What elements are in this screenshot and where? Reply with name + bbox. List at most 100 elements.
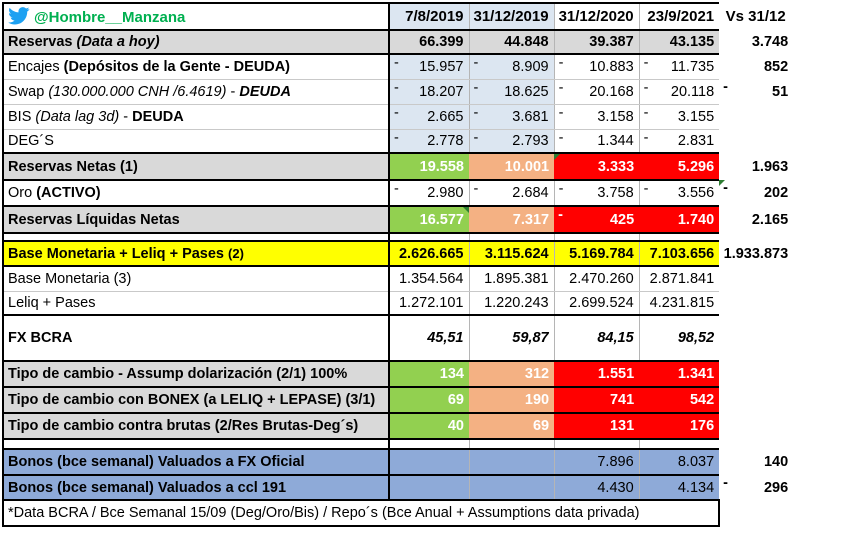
cell-value: 131	[554, 412, 640, 440]
handle-cell: @Hombre__Manzana	[2, 2, 390, 31]
cell-value: 7.317	[469, 205, 555, 234]
row-swap: Swap (130.000.000 CNH /6.4619) - DEUDA -…	[2, 79, 794, 105]
cell-comment-marker	[719, 180, 726, 186]
row-reservas-liquidas: Reservas Líquidas Netas 16.577 7.317 -42…	[2, 205, 794, 234]
cell-value: 10.001	[469, 152, 555, 181]
cell-value: 1.220.243	[468, 291, 555, 315]
cell-value: -8.909	[468, 54, 555, 80]
minus-sign: -	[473, 79, 479, 96]
cell-value: 69	[469, 412, 555, 440]
cell-value: -3.681	[468, 104, 555, 130]
cell-value: 16.577	[389, 205, 469, 234]
row-label: DEG´S	[2, 129, 390, 153]
row-encajes: Encajes (Depósitos de la Gente - DEUDA) …	[2, 54, 794, 80]
row-label: Swap (130.000.000 CNH /6.4619) - DEUDA	[2, 79, 390, 105]
cell-value: -20.168	[553, 79, 640, 105]
row-bonos-ccl: Bonos (bce semanal) Valuados a ccl 191 4…	[2, 474, 794, 501]
cell-value: -2.980	[394, 181, 464, 201]
cell-value: -3.155	[638, 104, 720, 130]
cell-value: 98,52	[638, 324, 720, 351]
header-vs: Vs 31/12	[725, 7, 786, 25]
spacer-row	[2, 233, 794, 241]
row-bis: BIS (Data lag 3d) - DEUDA -2.665 -3.681 …	[2, 104, 794, 130]
cell-value: -11.735	[638, 54, 720, 80]
cell-change	[719, 324, 794, 351]
minus-sign: -	[643, 79, 649, 96]
minus-sign: -	[643, 104, 649, 121]
cell-value: -2.684	[468, 180, 555, 206]
author-handle: @Hombre__Manzana	[34, 9, 186, 26]
minus-sign: -	[558, 79, 564, 96]
row-label: FX BCRA	[2, 324, 390, 351]
cell-change	[719, 361, 794, 387]
cell-value: 2.699.524	[553, 291, 640, 315]
row-label: Bonos (bce semanal) Valuados a FX Oficia…	[2, 448, 390, 475]
row-base-total: Base Monetaria + Leliq + Pases (2) 2.626…	[2, 240, 794, 267]
row-tc-dolarizacion: Tipo de cambio - Assump dolarización (2/…	[2, 360, 794, 387]
cell-comment-marker	[554, 155, 561, 160]
cell-value	[468, 448, 555, 475]
minus-sign: -	[394, 129, 399, 146]
cell-change: 852	[763, 58, 789, 75]
reserves-table: @Hombre__Manzana 7/8/2019 31/12/2019 31/…	[1, 2, 795, 527]
cell-value	[389, 448, 469, 475]
cell-change	[719, 413, 794, 439]
cell-value: 43.135	[638, 30, 720, 55]
cell-value: -3.556	[638, 180, 720, 206]
row-label: Leliq + Pases	[2, 291, 390, 315]
row-oro: Oro (ACTIVO) -2.980 -2.684 -3.758 -3.556…	[2, 180, 794, 206]
cell-value: 8.037	[638, 448, 720, 475]
minus-sign: -	[643, 181, 649, 197]
minus-sign: -	[394, 79, 399, 96]
cell-value: 2.626.665	[389, 240, 469, 267]
minus-sign: -	[394, 55, 399, 71]
cell-value: -1.344	[553, 129, 640, 153]
minus-sign: -	[394, 181, 399, 197]
cell-value: 44.848	[468, 30, 555, 55]
minus-sign: -	[643, 129, 649, 146]
row-label: Tipo de cambio contra brutas (2/Res Brut…	[2, 412, 390, 440]
header-date-3: 31/12/2020	[553, 2, 640, 31]
minus-sign: -	[394, 104, 399, 121]
cell-value: 542	[639, 386, 720, 413]
row-label: Base Monetaria + Leliq + Pases (2)	[2, 240, 390, 267]
row-label: Base Monetaria (3)	[2, 266, 390, 292]
row-label: BIS (Data lag 3d) - DEUDA	[2, 104, 390, 130]
cell-value: -18.625	[468, 79, 555, 105]
cell-value: 40	[389, 412, 469, 440]
cell-value: 45,51	[427, 329, 464, 346]
cell-value: 741	[554, 386, 640, 413]
header-date-2: 31/12/2019	[468, 2, 555, 31]
cell-change	[719, 291, 794, 315]
row-label: Tipo de cambio - Assump dolarización (2/…	[2, 360, 390, 387]
cell-value: -20.118	[638, 79, 720, 105]
row-label: Reservas (Data a hoy)	[2, 30, 390, 55]
spacer-row	[2, 314, 794, 324]
row-reservas: Reservas (Data a hoy) 66.399 44.848 39.3…	[2, 30, 794, 55]
cell-change	[719, 104, 794, 129]
row-base-monetaria: Base Monetaria (3) 1.354.564 1.895.381 2…	[2, 266, 794, 292]
cell-value: 4.134	[638, 474, 720, 501]
row-label: Reservas Líquidas Netas	[2, 205, 390, 234]
minus-sign: -	[723, 180, 728, 196]
minus-sign: -	[473, 55, 479, 71]
header-row: @Hombre__Manzana 7/8/2019 31/12/2019 31/…	[2, 2, 794, 31]
minus-sign: -	[558, 207, 563, 223]
row-label: Oro (ACTIVO)	[2, 180, 390, 206]
cell-value: 5.296	[639, 152, 720, 181]
row-tc-brutas: Tipo de cambio contra brutas (2/Res Brut…	[2, 412, 794, 440]
cell-change: 1.933.873	[723, 245, 789, 262]
cell-value: 1.740	[639, 205, 720, 234]
twitter-bird-icon	[8, 7, 30, 25]
minus-sign: -	[723, 79, 728, 95]
cell-change: 140	[763, 454, 789, 470]
cell-change	[719, 266, 794, 291]
cell-value: 3.115.624	[468, 240, 555, 267]
footnote: *Data BCRA / Bce Semanal 15/09 (Deg/Oro/…	[1, 500, 721, 527]
cell-value: 2.871.841	[638, 266, 720, 292]
cell-value: 7.103.656	[638, 240, 720, 267]
cell-value: 4.231.815	[638, 291, 720, 315]
cell-value: 39.387	[553, 30, 640, 55]
cell-value: 19.558	[389, 152, 469, 181]
